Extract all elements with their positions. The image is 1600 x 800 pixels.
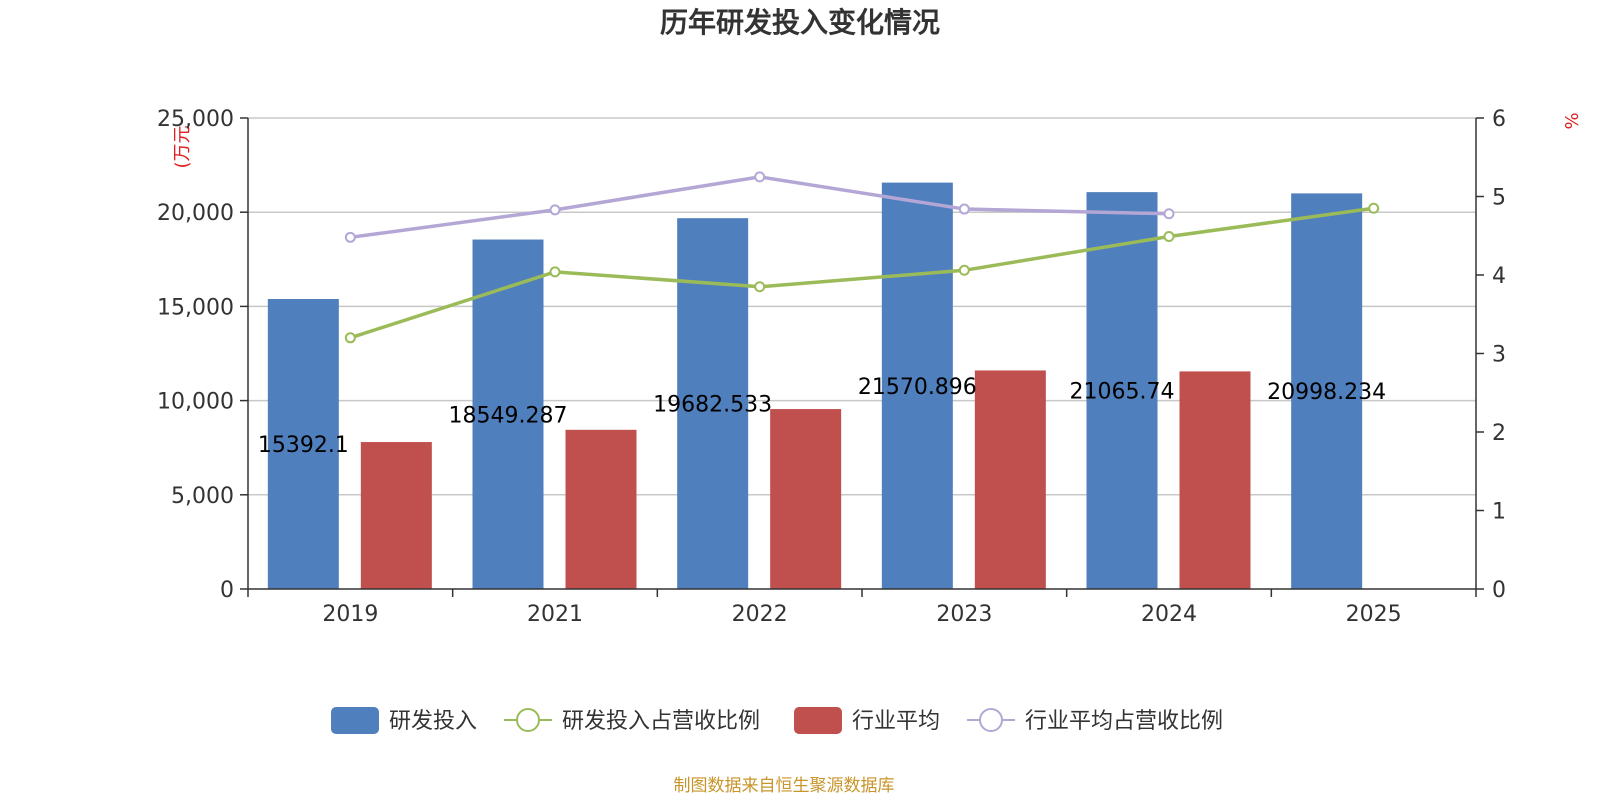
point-行业平均占营收比例 — [549, 204, 561, 216]
x-axis-tick-label: 2025 — [1346, 602, 1402, 627]
data-label: 15392.1 — [258, 433, 349, 458]
right-axis-tick-label: 4 — [1492, 264, 1506, 289]
legend-swatch — [331, 707, 379, 734]
left-axis-tick-label: 10,000 — [157, 390, 234, 415]
point-研发投入占营收比例 — [1163, 231, 1175, 243]
legend-label: 行业平均 — [852, 709, 940, 734]
data-label: 20998.234 — [1267, 380, 1386, 405]
left-axis-tick-label: 25,000 — [157, 107, 234, 132]
legend-swatch-marker — [979, 708, 1003, 732]
bar-行业平均 — [770, 409, 842, 589]
legend-label: 研发投入 — [389, 709, 477, 734]
legend-label: 行业平均占营收比例 — [1025, 709, 1223, 734]
data-labels: 15392.1 18549.287 19682.533 21570.896 21065.… — [258, 375, 1386, 458]
data-label: 19682.533 — [653, 393, 772, 418]
legend-label: 研发投入占营收比例 — [562, 709, 760, 734]
right-axis-tick-label: 0 — [1492, 578, 1506, 603]
bar-行业平均 — [974, 370, 1046, 589]
line-研发投入占营收比例 — [349, 206, 1374, 340]
right-axis-unit: % — [1562, 112, 1583, 129]
point-研发投入占营收比例 — [1368, 202, 1380, 214]
bar-研发投入 — [1086, 192, 1158, 589]
right-axis-tick-label: 2 — [1492, 421, 1506, 446]
left-axis-tick-label: 20,000 — [157, 201, 234, 226]
x-axis-tick-label: 2021 — [527, 602, 583, 627]
chart-title: 历年研发投入变化情况 — [660, 6, 940, 39]
left-axis-tick-label: 15,000 — [157, 295, 234, 320]
data-label: 18549.287 — [449, 403, 568, 428]
legend: 研发投入 研发投入占营收比例 行业平均 行业平均占营收比例 — [331, 707, 1223, 734]
right-axis-tick-label: 5 — [1492, 186, 1506, 211]
data-label: 21570.896 — [858, 375, 977, 400]
bar-研发投入 — [472, 239, 544, 589]
right-axis-tick-label: 1 — [1492, 500, 1506, 525]
point-行业平均占营收比例 — [1163, 208, 1175, 220]
point-研发投入占营收比例 — [549, 266, 561, 278]
legend-swatch — [794, 707, 842, 734]
point-研发投入占营收比例 — [344, 332, 356, 344]
lines — [344, 171, 1380, 344]
data-label: 21065.74 — [1070, 380, 1175, 405]
left-axis-tick-label: 5,000 — [171, 484, 234, 509]
x-axis-tick-label: 2022 — [732, 602, 788, 627]
bar-行业平均 — [360, 442, 432, 589]
line-行业平均占营收比例 — [350, 175, 1170, 240]
bar-研发投入 — [267, 299, 339, 589]
point-研发投入占营收比例 — [754, 281, 766, 293]
bar-研发投入 — [1291, 193, 1363, 590]
point-行业平均占营收比例 — [754, 171, 766, 183]
grid-lines — [248, 117, 1476, 496]
bar-行业平均 — [565, 429, 637, 589]
point-行业平均占营收比例 — [958, 203, 970, 215]
right-axis-tick-label: 3 — [1492, 343, 1506, 368]
bars — [267, 182, 1363, 590]
point-行业平均占营收比例 — [344, 231, 356, 243]
x-axis-tick-label: 2024 — [1141, 602, 1197, 627]
x-axis-tick-label: 2023 — [936, 602, 992, 627]
point-研发投入占营收比例 — [958, 264, 970, 276]
bar-行业平均 — [1179, 371, 1251, 589]
legend-swatch-marker — [516, 708, 540, 732]
right-axis-tick-label: 6 — [1492, 107, 1506, 132]
x-axis-tick-label: 2019 — [322, 602, 378, 627]
left-axis-unit: (万元 — [172, 125, 193, 168]
left-axis-tick-label: 0 — [220, 578, 234, 603]
source-note: 制图数据来自恒生聚源数据库 — [674, 776, 895, 796]
axes: 0 5,000 10,000 15,000 20,000 25,000 0 1 2 3 4 5 6 201… — [157, 107, 1506, 627]
bar-研发投入 — [881, 182, 953, 590]
